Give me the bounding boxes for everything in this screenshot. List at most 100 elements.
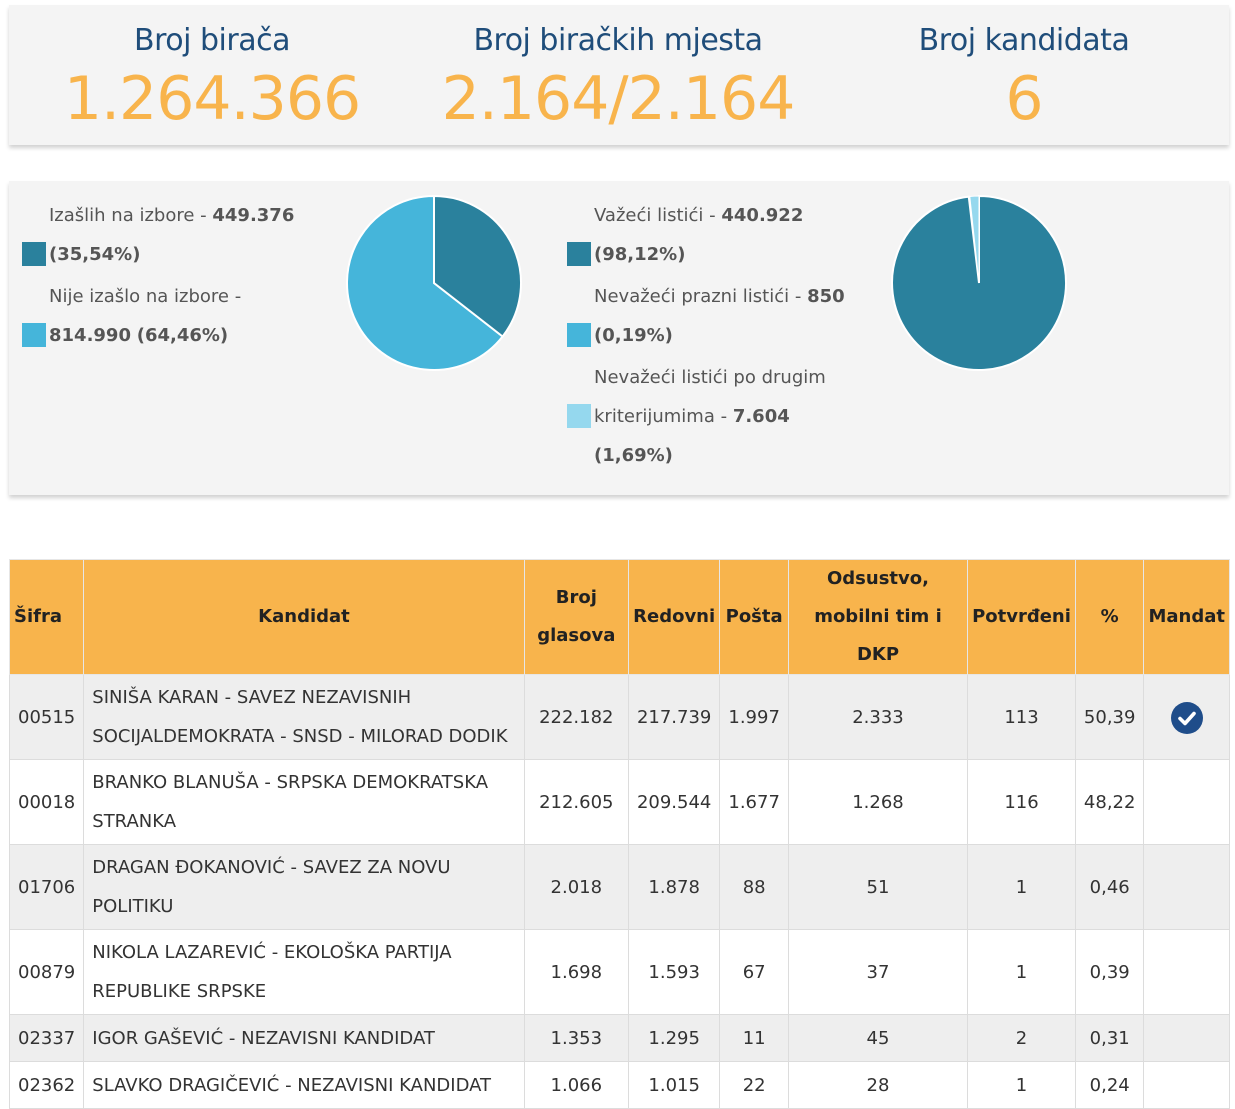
candidate-name-line2: SOCIJALDEMOKRATA - SNSD - MILORAD DODIK — [92, 726, 508, 747]
legend-swatch-not-turned-out — [22, 323, 46, 347]
blank-value: 850 — [807, 286, 845, 307]
charts-panel: Izašlih na izbore - 449.376 (35,54%) Nij… — [9, 181, 1229, 495]
turned-out-label: Izašlih na izbore - — [49, 205, 213, 226]
cell-confirmed: 2 — [967, 1014, 1076, 1062]
cell-percent: 0,39 — [1074, 929, 1145, 1015]
cell-regular: 1.878 — [627, 844, 721, 930]
cell-absent: 51 — [787, 844, 969, 930]
cell-code: 00018 — [8, 759, 85, 845]
cell-regular: 217.739 — [627, 674, 721, 760]
cell-absent: 45 — [787, 1014, 969, 1062]
cell-candidate: IGOR GAŠEVIĆ - NEZAVISNI KANDIDAT — [83, 1014, 525, 1062]
header-mail: Pošta — [719, 559, 789, 675]
cell-votes: 1.353 — [523, 1014, 629, 1062]
stat-polling-stations-label: Broj biračkih mjesta — [473, 23, 763, 58]
cell-regular: 1.295 — [627, 1014, 721, 1062]
cell-mail: 67 — [719, 929, 789, 1015]
valid-pct: (98,12%) — [594, 244, 686, 265]
header-confirmed: Potvrđeni — [967, 559, 1076, 675]
candidate-name-line1: DRAGAN ĐOKANOVIĆ - SAVEZ ZA NOVU — [92, 857, 451, 878]
cell-mandate — [1143, 759, 1230, 845]
cell-mandate — [1143, 674, 1230, 760]
cell-confirmed: 1 — [967, 1061, 1076, 1109]
cell-regular: 209.544 — [627, 759, 721, 845]
table-row[interactable]: 02362 SLAVKO DRAGIČEVIĆ - NEZAVISNI KAND… — [8, 1061, 1230, 1109]
stats-panel: Broj birača 1.264.366 Broj biračkih mjes… — [9, 5, 1229, 145]
table-header-row: Šifra Kandidat Broj glasova Redovni Pošta… — [8, 559, 1230, 675]
mandate-check-icon — [1170, 701, 1203, 734]
blank-label: Nevažeći prazni listići - — [594, 286, 808, 307]
cell-code: 01706 — [8, 844, 85, 930]
header-code: Šifra — [8, 559, 85, 675]
header-mandate: Mandat — [1143, 559, 1230, 675]
cell-votes: 2.018 — [523, 844, 629, 930]
turned-out-pct: (35,54%) — [49, 244, 141, 265]
cell-percent: 0,24 — [1074, 1061, 1145, 1109]
not-turned-out-pct: (64,46%) — [136, 325, 229, 346]
cell-absent: 2.333 — [787, 674, 969, 760]
header-absent: Odsustvo, mobilni tim i DKP — [787, 559, 969, 675]
cell-mandate — [1143, 1061, 1230, 1109]
not-turned-out-label: Nije izašlo na izbore - — [49, 286, 242, 307]
legend-swatch-valid — [567, 242, 591, 266]
pie-slice-other-invalid[interactable] — [969, 195, 980, 284]
header-absent-line1: Odsustvo, — [826, 568, 929, 589]
stat-candidates: Broj kandidata 6 — [821, 5, 1227, 134]
candidate-name-line2: STRANKA — [92, 811, 177, 832]
cell-votes: 222.182 — [523, 674, 629, 760]
turned-out-value: 449.376 — [212, 205, 295, 226]
stat-voters: Broj birača 1.264.366 — [9, 5, 415, 134]
cell-votes: 1.066 — [523, 1061, 629, 1109]
cell-mail: 1.997 — [719, 674, 789, 760]
turnout-legend: Izašlih na izbore - 449.376 (35,54%) Nij… — [9, 196, 329, 355]
cell-percent: 0,31 — [1074, 1014, 1145, 1062]
table-row[interactable]: 02337 IGOR GAŠEVIĆ - NEZAVISNI KANDIDAT … — [8, 1014, 1230, 1062]
cell-confirmed: 1 — [967, 929, 1076, 1015]
pie-slice-turned-out[interactable] — [433, 194, 522, 338]
cell-mail: 22 — [719, 1061, 789, 1109]
stat-polling-stations-value: 2.164/2.164 — [441, 64, 796, 134]
cell-mandate — [1143, 929, 1230, 1015]
candidate-name-line1: SINIŠA KARAN - SAVEZ NEZAVISNIH — [92, 687, 412, 708]
turnout-pie-chart — [346, 194, 522, 371]
cell-percent: 50,39 — [1074, 674, 1145, 760]
header-regular: Redovni — [627, 559, 721, 675]
cell-candidate: DRAGAN ĐOKANOVIĆ - SAVEZ ZA NOVU POLITIKU — [83, 844, 525, 930]
not-turned-out-value: 814.990 — [49, 325, 131, 346]
other-pct: (1,69%) — [594, 445, 673, 466]
table-row[interactable]: 00018 BRANKO BLANUŠA - SRPSKA DEMOKRATSK… — [8, 759, 1230, 845]
legend-item-not-turned-out: Nije izašlo na izbore - 814.990 (64,46%) — [9, 277, 329, 355]
legend-item-turned-out: Izašlih na izbore - 449.376 (35,54%) — [9, 196, 329, 274]
cell-code: 02337 — [8, 1014, 85, 1062]
legend-item-other-invalid: Nevažeći listići po drugim kriterijumima… — [554, 358, 884, 475]
header-votes-line1: Broj — [555, 587, 597, 608]
stat-voters-label: Broj birača — [134, 23, 290, 58]
cell-confirmed: 116 — [967, 759, 1076, 845]
cell-confirmed: 1 — [967, 844, 1076, 930]
header-code-label: Šifra — [14, 606, 62, 627]
header-candidate: Kandidat — [83, 559, 525, 675]
cell-absent: 1.268 — [787, 759, 969, 845]
legend-item-valid: Važeći listići - 440.922 (98,12%) — [554, 196, 884, 274]
cell-code: 00879 — [8, 929, 85, 1015]
table-row[interactable]: 01706 DRAGAN ĐOKANOVIĆ - SAVEZ ZA NOVU PO… — [8, 844, 1230, 930]
table-row[interactable]: 00879 NIKOLA LAZAREVIĆ - EKOLOŠKA PARTIJ… — [8, 929, 1230, 1015]
other-value: 7.604 — [732, 406, 790, 427]
results-table: Šifra Kandidat Broj glasova Redovni Pošta… — [8, 559, 1230, 1109]
legend-swatch-blank — [567, 323, 591, 347]
pie-slice-not-turned-out[interactable] — [346, 194, 505, 371]
legend-swatch-turned-out — [22, 242, 46, 266]
valid-value: 440.922 — [721, 205, 804, 226]
cell-candidate: NIKOLA LAZAREVIĆ - EKOLOŠKA PARTIJA REPUB… — [83, 929, 525, 1015]
cell-regular: 1.015 — [627, 1061, 721, 1109]
blank-pct: (0,19%) — [594, 325, 673, 346]
cell-confirmed: 113 — [967, 674, 1076, 760]
table-row[interactable]: 00515 SINIŠA KARAN - SAVEZ NEZAVISNIH SOC… — [8, 674, 1230, 760]
cell-regular: 1.593 — [627, 929, 721, 1015]
cell-votes: 1.698 — [523, 929, 629, 1015]
cell-candidate: SINIŠA KARAN - SAVEZ NEZAVISNIH SOCIJALDE… — [83, 674, 525, 760]
candidate-name-line1: BRANKO BLANUŠA - SRPSKA DEMOKRATSKA — [92, 772, 489, 793]
cell-percent: 48,22 — [1074, 759, 1145, 845]
legend-swatch-other-invalid — [567, 404, 591, 428]
other-label-2: kriterijumima - — [594, 406, 733, 427]
